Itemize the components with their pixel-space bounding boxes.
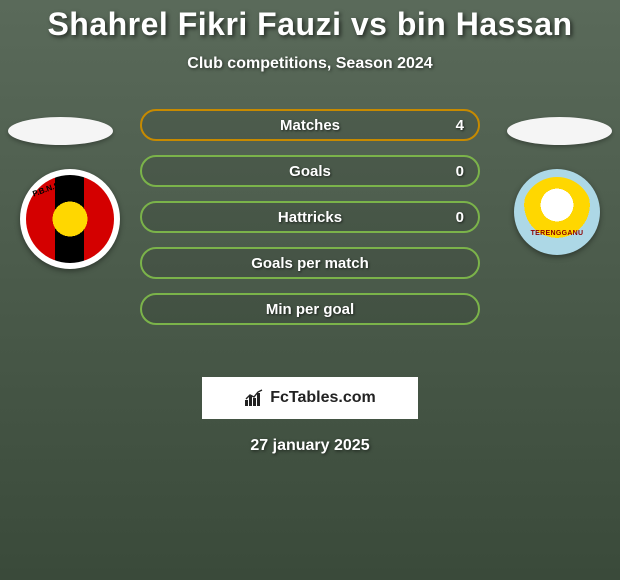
stat-row-min-per-goal: Min per goal <box>140 293 480 325</box>
branding: FcTables.com <box>202 377 418 419</box>
branding-text: FcTables.com <box>270 389 376 407</box>
page-title: Shahrel Fikri Fauzi vs bin Hassan <box>0 6 620 43</box>
stat-value: 4 <box>456 117 464 134</box>
player-avatar-left <box>8 117 113 145</box>
stat-row-goals-per-match: Goals per match <box>140 247 480 279</box>
player-avatar-right <box>507 117 612 145</box>
stat-label: Goals per match <box>251 255 369 272</box>
stat-row-hattricks: Hattricks 0 <box>140 201 480 233</box>
comparison-content: Matches 4 Goals 0 Hattricks 0 Goals per … <box>0 109 620 369</box>
stats-list: Matches 4 Goals 0 Hattricks 0 Goals per … <box>140 109 480 339</box>
date-label: 27 january 2025 <box>0 437 620 455</box>
header: Shahrel Fikri Fauzi vs bin Hassan Club c… <box>0 0 620 73</box>
stat-row-matches: Matches 4 <box>140 109 480 141</box>
stat-label: Matches <box>280 117 340 134</box>
club-logo-right <box>514 169 600 255</box>
stat-label: Min per goal <box>266 301 354 318</box>
page-subtitle: Club competitions, Season 2024 <box>0 55 620 73</box>
club-logo-left <box>20 169 120 269</box>
stat-row-goals: Goals 0 <box>140 155 480 187</box>
stat-label: Goals <box>289 163 331 180</box>
bar-chart-icon <box>244 389 264 407</box>
stat-value: 0 <box>456 163 464 180</box>
stat-value: 0 <box>456 209 464 226</box>
stat-label: Hattricks <box>278 209 342 226</box>
